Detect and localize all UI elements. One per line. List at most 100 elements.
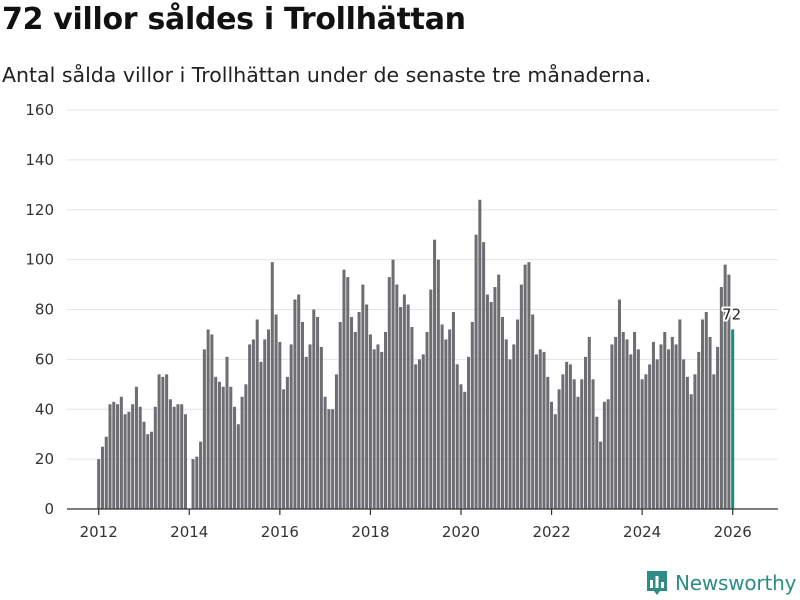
bar [444,339,448,509]
bar [410,326,414,509]
bar [478,199,482,509]
bar [553,414,557,509]
bar [387,277,391,509]
bar [485,294,489,509]
bar [670,336,674,509]
bar [391,259,395,510]
bar [602,401,606,509]
bar [165,374,169,509]
bar [568,364,572,509]
bar [176,404,180,509]
bar [617,299,621,509]
bar [508,359,512,510]
bar [674,344,678,509]
y-tick-label: 20 [35,450,54,468]
bar [100,446,104,509]
bar [357,311,361,509]
bar [206,329,210,509]
bar [697,351,701,509]
bar [267,329,271,509]
bar [308,344,312,509]
bar [183,414,188,509]
bar [406,304,410,509]
bar [700,319,705,509]
bar [372,349,376,509]
bar [142,421,146,509]
bar [123,414,127,509]
bar [425,331,429,509]
bar [199,441,203,509]
bar [704,311,708,509]
y-tick-label: 80 [35,301,54,319]
bar [278,341,282,509]
bar [584,356,588,509]
bar [376,344,380,509]
bar [716,346,720,509]
bar [319,346,323,509]
bar [648,364,652,509]
bar [546,376,550,509]
bar [108,404,112,509]
bar [97,459,101,510]
bar [112,401,116,509]
bar [667,349,671,509]
bar [161,376,165,509]
bar [489,302,493,509]
bar [395,284,399,509]
bar [565,361,569,509]
bar [338,321,342,509]
x-tick-label: 2014 [170,523,208,541]
bar [727,274,731,509]
bar [610,344,614,509]
bar [402,294,406,509]
bar [606,399,610,509]
bar [659,344,663,509]
bar [334,374,338,509]
x-tick-label: 2018 [351,523,389,541]
x-tick-label: 2020 [442,523,480,541]
bar [236,424,240,509]
data-labels: 72 [720,303,743,325]
brand-name: Newsworthy [675,571,797,595]
bar [708,336,712,509]
bar [131,404,135,509]
bar [172,406,176,509]
bar [342,269,346,509]
bar [534,354,538,509]
bar [719,287,723,509]
y-tick-label: 40 [35,400,54,418]
chart-subtitle: Antal sålda villor i Trollhättan under d… [2,63,652,87]
bar [300,321,304,509]
bar [693,374,697,509]
bar [576,396,580,509]
bar [470,321,474,509]
bar [368,334,372,509]
bar [557,389,561,509]
bar [663,331,667,509]
bar [455,364,459,509]
bar [180,404,184,509]
bar [523,264,527,509]
bar [157,374,161,509]
bar [202,349,206,509]
x-tick-label: 2024 [623,523,661,541]
bar [459,384,463,509]
bar [474,234,478,509]
bar [353,331,357,509]
bar [451,311,455,509]
bar [591,379,595,509]
bar [550,401,554,509]
bar [504,339,508,509]
axes: 0 20 40 60 80 100 120 140 160 2012 2014 2016 2018 202… [25,101,778,541]
bar [214,376,218,509]
bar [195,456,199,509]
bar [614,336,618,509]
x-tick-label: 2012 [80,523,118,541]
bar [229,386,233,509]
bar [497,274,501,509]
y-tick-label: 100 [25,251,54,269]
bar [383,331,388,509]
bar [500,316,504,509]
bar [116,404,120,509]
bar [244,384,248,509]
